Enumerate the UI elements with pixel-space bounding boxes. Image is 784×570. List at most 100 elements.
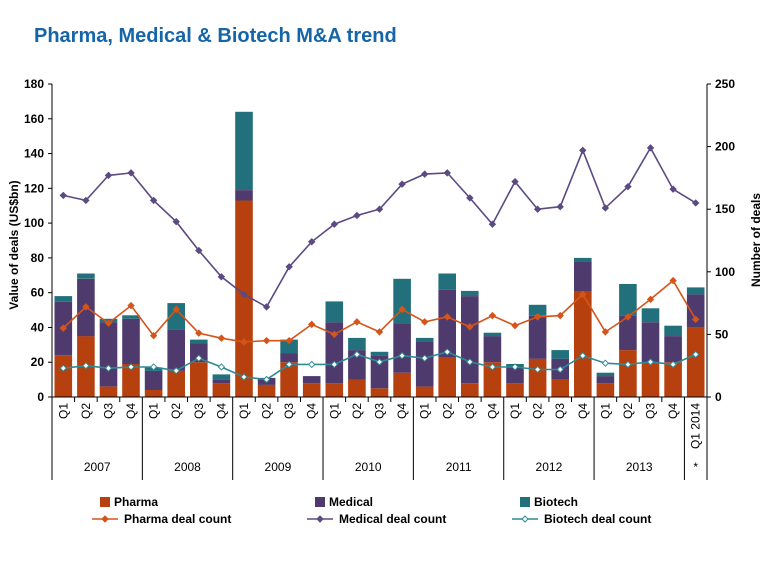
x-tick-label: Q2 [440, 403, 454, 419]
year-label: 2012 [536, 460, 563, 474]
bar-pharma-27 [664, 362, 682, 397]
x-tick-label: Q2 [621, 403, 635, 419]
point-medical-deal-count-21 [533, 205, 542, 213]
point-medical-deal-count-1 [82, 196, 90, 205]
point-biotech-deal-count-5 [172, 367, 180, 375]
bar-pharma-20 [506, 383, 524, 397]
x-tick-label: Q1 [598, 403, 612, 419]
point-pharma-deal-count-9 [262, 336, 271, 345]
bar-medical-25 [619, 315, 637, 351]
bar-medical-7 [212, 379, 231, 384]
bar-biotech-19 [483, 332, 502, 337]
y-tick-label: 60 [31, 286, 45, 300]
bar-pharma-6 [190, 362, 208, 397]
bar-pharma-5 [167, 370, 185, 397]
point-medical-deal-count-18 [466, 194, 474, 202]
point-pharma-deal-count-7 [217, 334, 226, 342]
x-tick-label: Q3 [463, 403, 477, 419]
point-pharma-deal-count-23 [579, 290, 587, 299]
bar-medical-13 [348, 350, 366, 380]
point-biotech-deal-count-11 [308, 360, 316, 369]
legend-biotech-deal-count-marker [521, 515, 529, 523]
x-tick-label: Q4 [666, 403, 680, 419]
point-biotech-deal-count-21 [533, 365, 542, 374]
x-tick-label: Q2 [169, 403, 183, 419]
point-pharma-deal-count-24 [601, 328, 610, 336]
point-pharma-deal-count-6 [195, 329, 203, 337]
x-tick-label: Q3 [373, 403, 387, 419]
bar-medical-6 [190, 343, 208, 363]
point-pharma-deal-count-17 [443, 313, 451, 321]
y-tick-label: 0 [37, 390, 44, 404]
x-tick-label: Q4 [395, 403, 409, 419]
x-tick-label: Q1 [147, 403, 161, 419]
y-tick-label: 140 [24, 147, 44, 161]
bar-pharma-17 [438, 357, 456, 397]
bar-biotech-24 [596, 372, 615, 377]
x-tick-label: Q3 [553, 403, 567, 419]
bar-biotech-27 [664, 325, 682, 337]
point-biotech-deal-count-20 [511, 363, 519, 371]
bar-medical-16 [415, 341, 434, 387]
legend-medical-label: Medical [329, 495, 373, 509]
x-tick-label: Q4 [124, 403, 138, 419]
bar-biotech-23 [574, 257, 592, 262]
bar-medical-10 [280, 353, 298, 363]
point-pharma-deal-count-12 [330, 330, 339, 339]
point-pharma-deal-count-27 [669, 276, 677, 285]
point-medical-deal-count-12 [330, 220, 339, 228]
y2-tick-label: 0 [715, 390, 722, 404]
bar-pharma-22 [551, 379, 569, 397]
bar-biotech-22 [551, 350, 569, 359]
point-pharma-deal-count-0 [59, 324, 68, 332]
bar-biotech-25 [619, 284, 637, 316]
bar-medical-24 [596, 376, 615, 384]
bar-medical-3 [122, 318, 140, 364]
y2-tick-label: 200 [715, 140, 735, 154]
bar-medical-15 [393, 324, 411, 373]
x-tick-label: Q3 [282, 403, 296, 419]
y-tick-label: 160 [24, 112, 44, 126]
bar-biotech-21 [528, 304, 547, 316]
bar-biotech-8 [235, 111, 253, 190]
bar-pharma-10 [280, 362, 298, 397]
x-tick-label: Q2 [260, 403, 274, 419]
bars-layer [54, 111, 705, 397]
bar-medical-26 [641, 322, 660, 364]
point-biotech-deal-count-6 [195, 354, 203, 362]
point-medical-deal-count-20 [511, 177, 519, 186]
point-biotech-deal-count-2 [104, 364, 113, 372]
point-biotech-deal-count-9 [262, 375, 271, 384]
point-biotech-deal-count-8 [240, 373, 248, 381]
point-biotech-deal-count-10 [285, 360, 293, 369]
bar-medical-5 [167, 329, 185, 371]
bar-biotech-26 [641, 308, 660, 323]
point-pharma-deal-count-2 [104, 319, 113, 327]
x-tick-label: Q3 [102, 403, 116, 419]
point-pharma-deal-count-3 [127, 301, 135, 310]
point-medical-deal-count-13 [353, 211, 361, 220]
bar-pharma-19 [483, 362, 502, 397]
point-pharma-deal-count-19 [488, 311, 497, 320]
point-biotech-deal-count-1 [82, 361, 90, 370]
point-biotech-deal-count-13 [353, 350, 361, 359]
y-tick-label: 80 [31, 251, 45, 265]
x-tick-label: Q2 [79, 403, 93, 419]
y2-tick-label: 150 [715, 202, 735, 216]
bar-medical-8 [235, 190, 253, 201]
legend-pharma-deal-count-label: Pharma deal count [124, 512, 231, 526]
point-pharma-deal-count-4 [149, 331, 158, 340]
bar-pharma-2 [99, 386, 118, 397]
point-medical-deal-count-4 [149, 196, 158, 205]
point-medical-deal-count-27 [669, 185, 677, 193]
point-biotech-deal-count-3 [127, 363, 135, 371]
bar-pharma-0 [54, 355, 73, 397]
x-tick-label: Q1 [56, 403, 70, 419]
y-tick-label: 120 [24, 181, 44, 195]
legend-pharma-deal-count-marker [101, 515, 109, 523]
year-label: * [693, 460, 698, 474]
legend-medical-deal-count-label: Medical deal count [339, 512, 446, 526]
point-biotech-deal-count-28 [691, 350, 700, 359]
y2-axis-title: Number of deals [749, 193, 763, 287]
